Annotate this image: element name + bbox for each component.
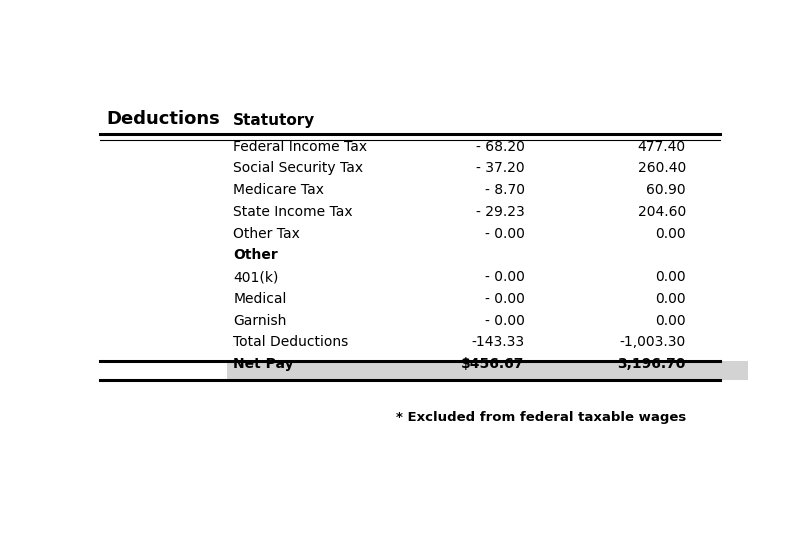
Text: 0.00: 0.00: [655, 314, 686, 328]
Text: -143.33: -143.33: [471, 335, 525, 350]
Text: 0.00: 0.00: [655, 227, 686, 241]
Text: 204.60: 204.60: [638, 205, 686, 219]
Text: 401(k): 401(k): [234, 270, 278, 284]
Text: Medicare Tax: Medicare Tax: [234, 183, 324, 197]
Text: - 8.70: - 8.70: [485, 183, 525, 197]
Text: Social Security Tax: Social Security Tax: [234, 161, 363, 175]
Text: - 0.00: - 0.00: [485, 292, 525, 306]
Text: Garnish: Garnish: [234, 314, 286, 328]
Text: Other: Other: [234, 248, 278, 262]
Text: Net Pay: Net Pay: [234, 357, 294, 371]
Text: 3,196.70: 3,196.70: [618, 357, 686, 371]
Text: Deductions: Deductions: [106, 110, 220, 127]
Text: 0.00: 0.00: [655, 292, 686, 306]
Text: Other Tax: Other Tax: [234, 227, 300, 241]
Text: 477.40: 477.40: [638, 140, 686, 154]
Text: Federal Income Tax: Federal Income Tax: [234, 140, 367, 154]
Text: * Excluded from federal taxable wages: * Excluded from federal taxable wages: [396, 411, 686, 424]
Text: Total Deductions: Total Deductions: [234, 335, 349, 350]
Text: - 0.00: - 0.00: [485, 314, 525, 328]
Bar: [227, 361, 748, 380]
Text: 260.40: 260.40: [638, 161, 686, 175]
Text: 0.00: 0.00: [655, 270, 686, 284]
Text: 60.90: 60.90: [646, 183, 686, 197]
Text: State Income Tax: State Income Tax: [234, 205, 353, 219]
Text: - 37.20: - 37.20: [476, 161, 525, 175]
Text: - 29.23: - 29.23: [476, 205, 525, 219]
Text: - 0.00: - 0.00: [485, 227, 525, 241]
Text: - 0.00: - 0.00: [485, 270, 525, 284]
Text: - 68.20: - 68.20: [476, 140, 525, 154]
Text: Statutory: Statutory: [234, 112, 315, 127]
Text: Medical: Medical: [234, 292, 286, 306]
Text: $456.67: $456.67: [462, 357, 525, 371]
Text: -1,003.30: -1,003.30: [620, 335, 686, 350]
